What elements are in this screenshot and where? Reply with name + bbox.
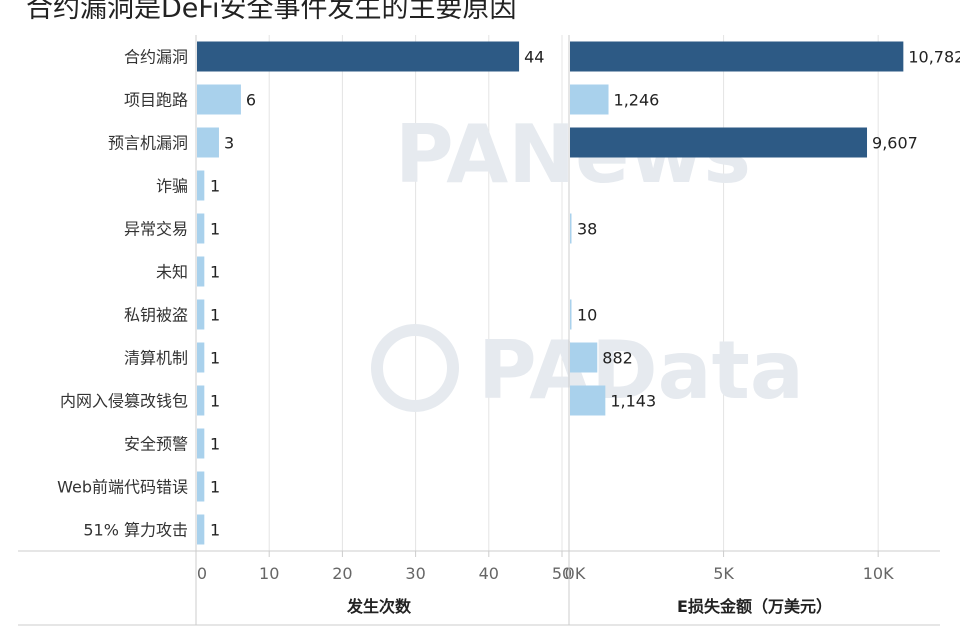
data-label: 1: [210, 349, 220, 368]
bar: [197, 299, 205, 330]
data-label: 6: [246, 91, 256, 110]
data-label: 10,782: [908, 48, 960, 67]
bar: [197, 342, 205, 373]
bar: [197, 41, 520, 72]
bar: [197, 170, 205, 201]
data-label: 1: [210, 177, 220, 196]
data-label: 44: [524, 48, 544, 67]
category-label: 诈骗: [156, 177, 188, 196]
bar: [197, 256, 205, 287]
category-label: 51% 算力攻击: [83, 521, 188, 540]
data-label: 10: [577, 306, 597, 325]
x-tick-label: 50: [552, 564, 572, 583]
category-label: 项目跑路: [124, 91, 188, 110]
grid-layer: [268, 35, 879, 551]
axis-layer: 0 10 20 30 40 50 发生次数 0K 5K 10K E损失金额（万美元）: [18, 35, 940, 626]
x-tick-label: 0: [197, 564, 207, 583]
x-tick-label: 20: [332, 564, 352, 583]
bar: [570, 84, 609, 115]
bar: [570, 385, 606, 416]
data-label: 1: [210, 435, 220, 454]
x-axis-title: 发生次数: [346, 597, 412, 616]
bar: [197, 213, 205, 244]
data-label: 882: [602, 349, 633, 368]
category-label: 清算机制: [124, 349, 188, 368]
data-label: 9,607: [872, 134, 918, 153]
bar: [197, 428, 205, 459]
watermark-logo-ring: [371, 324, 459, 412]
category-label: 内网入侵篡改钱包: [60, 392, 188, 411]
category-label: Web前端代码错误: [57, 478, 188, 497]
data-label: 1: [210, 306, 220, 325]
data-label: 1: [210, 392, 220, 411]
bar: [197, 514, 205, 545]
category-label: 预言机漏洞: [108, 134, 188, 153]
bar: [197, 84, 241, 115]
data-label: 1: [210, 263, 220, 282]
labels-layer: 44 6 3 1 1 1 1 1 1 1 1 1 10,782 1,246 9,607 38 10 882 1,14…: [57, 48, 960, 540]
data-label: 38: [577, 220, 597, 239]
x-tick-label: 10K: [863, 564, 894, 583]
bar: [570, 41, 904, 72]
chart-title: 合约漏洞是DeFi安全事件发生的主要原因: [26, 0, 517, 24]
bar: [197, 471, 205, 502]
x-tick-label: 30: [405, 564, 425, 583]
bars-layer: [197, 41, 904, 545]
data-label: 3: [224, 134, 234, 153]
bar: [197, 127, 219, 158]
bar: [570, 127, 868, 158]
data-label: 1: [210, 521, 220, 540]
data-label: 1,246: [614, 91, 660, 110]
category-label: 私钥被盗: [124, 306, 188, 325]
data-label: 1: [210, 220, 220, 239]
category-label: 安全预警: [124, 435, 188, 454]
data-label: 1,143: [610, 392, 656, 411]
bar: [570, 299, 572, 330]
x-tick-label: 40: [479, 564, 499, 583]
category-label: 未知: [156, 263, 188, 282]
watermark-padata: PAData: [478, 324, 804, 417]
bar: [570, 213, 572, 244]
category-label: 合约漏洞: [124, 48, 188, 67]
x-tick-label: 10: [259, 564, 279, 583]
x-tick-label: 5K: [713, 564, 734, 583]
bar: [570, 342, 598, 373]
x-axis-title: E损失金额（万美元）: [677, 597, 832, 616]
x-tick-label: 0K: [565, 564, 586, 583]
data-label: 1: [210, 478, 220, 497]
bar: [197, 385, 205, 416]
category-label: 异常交易: [124, 220, 188, 239]
